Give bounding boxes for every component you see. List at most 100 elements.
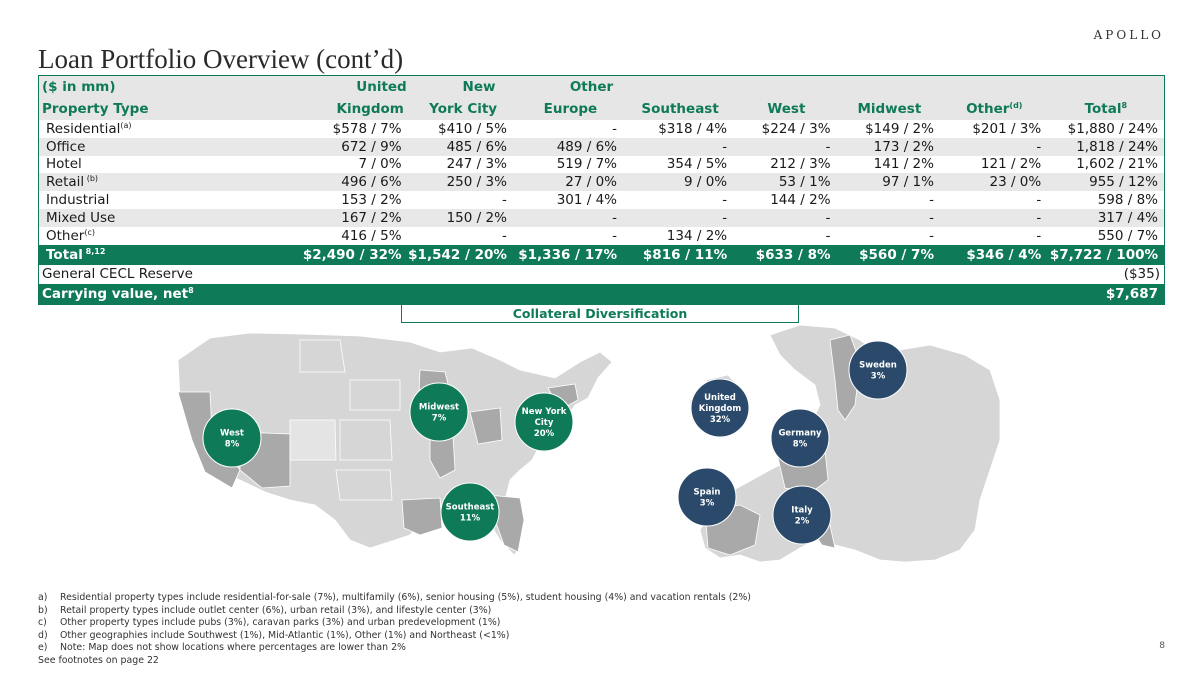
table-row: Office 672 / 9% 485 / 6% 489 / 6% - - 173 / 2%…: [39, 137, 1164, 156]
table-cell: $2,490 / 32%: [302, 246, 402, 263]
table-cell: 150 / 2%: [446, 209, 507, 226]
page-title: Loan Portfolio Overview (cont’d): [38, 44, 404, 74]
table-cell: 416 / 5%: [341, 227, 402, 244]
table-cell: $578 / 7%: [332, 120, 402, 137]
table-cell: 121 / 2%: [980, 156, 1042, 173]
table-cell: -: [502, 192, 507, 209]
loan-portfolio-table: ($ in mm) United New Other Property Type…: [38, 75, 1165, 305]
table-cell: $560 / 7%: [859, 246, 934, 263]
table-header-cell: Other(d): [966, 101, 1023, 117]
bubble-label: 20%: [534, 429, 555, 439]
table-cell: 485 / 6%: [446, 138, 507, 155]
table-total-row: Total 8,12 $2,490 / 32% $1,542 / 20% $1,…: [39, 244, 1164, 265]
table-cell: 134 / 2%: [666, 227, 728, 244]
table-cell: -: [1036, 192, 1042, 209]
table-header-cell: Kingdom: [336, 101, 404, 117]
table-cell: -: [612, 209, 618, 226]
table-header-row-1: ($ in mm) United New Other: [39, 76, 1164, 98]
table-cell: 247 / 3%: [446, 156, 507, 173]
bubble-label: Southeast: [446, 503, 495, 513]
bubble-label: United: [704, 393, 736, 403]
table-row-label: Other(c): [46, 227, 95, 244]
table-header-cell: Midwest: [857, 101, 922, 117]
table-row: Other(c) 416 / 5% - - 134 / 2% - - - 550 / 7%: [39, 227, 1164, 245]
table-cell: -: [825, 209, 831, 226]
us-map: [177, 332, 613, 556]
footnote: d) Other geographies include Southwest (1…: [38, 629, 510, 641]
table-row-label: Carrying value, net8: [42, 285, 194, 302]
table-cell: 550 / 7%: [1097, 227, 1159, 244]
table-cell: 153 / 2%: [341, 192, 402, 209]
table-row-label: Office: [46, 138, 86, 155]
table-row: Retail (b) 496 / 6% 250 / 3% 27 / 0% 9 / 0% 5…: [39, 173, 1164, 192]
table-row-label: Retail (b): [46, 174, 99, 191]
bubble-label: Spain: [694, 488, 721, 498]
table-cell: -: [929, 192, 934, 209]
table-cell: -: [825, 227, 831, 244]
table-cell: 97 / 1%: [882, 174, 934, 191]
table-cell: ($35): [1123, 266, 1160, 283]
table-cell: -: [612, 227, 618, 244]
table-header-cell: New: [462, 79, 496, 95]
europe-map: [689, 324, 1001, 563]
table-cell: 27 / 0%: [565, 174, 618, 191]
table-cell: 141 / 2%: [873, 156, 934, 173]
table-row-label: Industrial: [46, 192, 110, 209]
table-cecl-row: General CECL Reserve ($35): [39, 265, 1164, 284]
table-cell: $7,722 / 100%: [1049, 246, 1159, 263]
table-cell: -: [929, 227, 934, 244]
table-cell: 23 / 0%: [989, 174, 1042, 191]
footnotes: a) Residential property types include res…: [38, 592, 751, 667]
table-header-cell: Total8: [1084, 101, 1128, 117]
bubble-label: Sweden: [859, 361, 897, 371]
table-row-label: General CECL Reserve: [42, 266, 193, 283]
table-cell: 9 / 0%: [683, 174, 728, 191]
footnote: b) Retail property types include outlet c…: [38, 604, 492, 616]
table-cell: -: [612, 120, 618, 137]
table-cell: -: [722, 209, 728, 226]
bubble-label: 7%: [432, 414, 447, 424]
bubble-label: Kingdom: [699, 404, 742, 414]
table-header-cell: United: [356, 79, 407, 95]
table-cell: $633 / 8%: [755, 246, 831, 263]
table-cell: 250 / 3%: [446, 174, 507, 191]
bubble-label: City: [535, 418, 554, 428]
table-carrying-row: Carrying value, net8 $7,687: [39, 283, 1164, 304]
table-cell: 167 / 2%: [341, 209, 402, 226]
bubble-label: 11%: [460, 514, 481, 524]
table-header-cell: Southeast: [641, 101, 719, 117]
table-cell: 212 / 3%: [770, 156, 831, 173]
table-row-label: Total 8,12: [46, 246, 106, 263]
table-cell: -: [1036, 209, 1042, 226]
table-cell: $224 / 3%: [761, 120, 831, 137]
table-cell: 354 / 5%: [666, 156, 728, 173]
table-header-cell: Other: [569, 79, 614, 95]
table-row: Hotel 7 / 0% 247 / 3% 519 / 7% 354 / 5% 212 /…: [39, 156, 1164, 174]
table-cell: 1,602 / 21%: [1076, 156, 1159, 173]
bubble-label: Italy: [791, 506, 813, 516]
table-row: Mixed Use 167 / 2% 150 / 2% - - - - - 317 / 4%: [39, 208, 1164, 227]
table-cell: -: [825, 138, 831, 155]
table-cell: 317 / 4%: [1097, 209, 1159, 226]
table-cell: 598 / 8%: [1097, 192, 1159, 209]
table-cell: -: [1036, 138, 1042, 155]
table-cell: $318 / 4%: [658, 120, 728, 137]
bubble-label: Midwest: [419, 403, 459, 413]
table-cell: $1,880 / 24%: [1067, 120, 1159, 137]
table-cell: $201 / 3%: [972, 120, 1042, 137]
bubble-label: 3%: [871, 372, 886, 382]
footnote: a) Residential property types include res…: [38, 592, 751, 603]
bubble-label: New York: [522, 407, 567, 417]
table-row: Industrial 153 / 2% - 301 / 4% - 144 / 2% - - 59…: [39, 191, 1164, 209]
table-cell: -: [1036, 227, 1042, 244]
bubble-label: West: [220, 429, 244, 439]
apollo-logo: APOLLO: [1093, 28, 1164, 42]
